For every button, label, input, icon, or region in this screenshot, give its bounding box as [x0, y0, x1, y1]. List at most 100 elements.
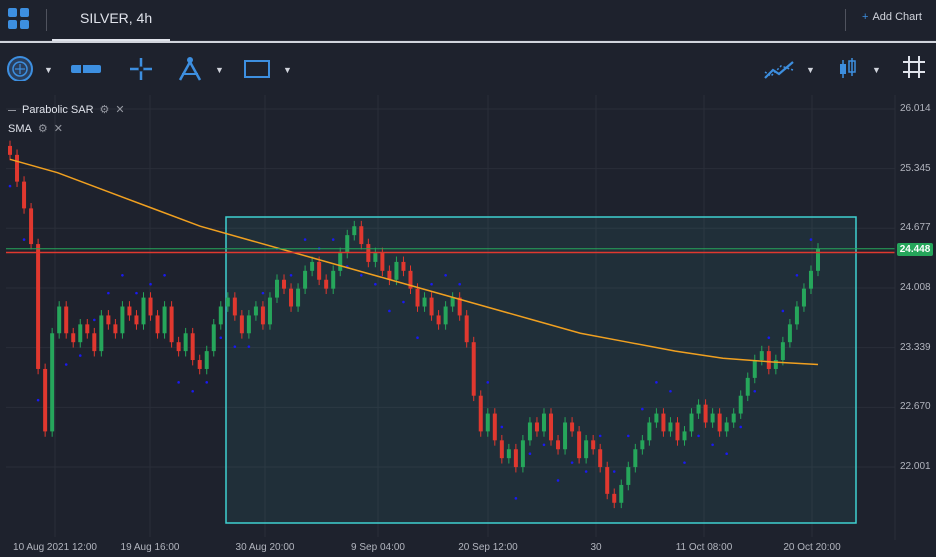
sar-dot: [149, 282, 152, 286]
chevron-down-icon[interactable]: ▼: [872, 65, 881, 75]
candle-body: [738, 395, 743, 414]
candle-body: [668, 422, 673, 432]
candle-body: [78, 324, 83, 343]
sar-dot: [8, 184, 12, 188]
sar-dot: [641, 407, 644, 411]
chevron-down-icon[interactable]: ▼: [283, 65, 292, 75]
grid-toggle-icon[interactable]: [901, 54, 927, 80]
settings-gear-icon[interactable]: ⚙: [99, 104, 110, 116]
sar-dot: [388, 309, 391, 313]
candle-body: [485, 413, 490, 432]
candle-body: [408, 270, 413, 289]
measure-ruler-icon[interactable]: [70, 56, 102, 82]
add-chart-label: Add Chart: [872, 11, 922, 23]
candle-body: [717, 413, 722, 432]
candle-body: [766, 351, 771, 369]
candle-body: [556, 440, 561, 450]
candle-body: [640, 440, 645, 450]
candle-body: [450, 297, 455, 307]
time-tick-label: 20 Oct 20:00: [783, 542, 841, 553]
divider: [46, 9, 47, 31]
candle-body: [218, 306, 223, 325]
candle-style-icon[interactable]: [838, 56, 858, 82]
candle-body: [232, 297, 237, 316]
sar-dot: [458, 282, 461, 286]
candle-body: [633, 449, 638, 468]
candle-body: [183, 333, 188, 352]
add-chart-button[interactable]: + Add Chart: [862, 11, 922, 23]
candle-body: [443, 306, 448, 325]
candle-body: [267, 297, 272, 325]
candle-body: [808, 270, 813, 289]
layout-grid-icon[interactable]: [8, 8, 30, 30]
sar-dot: [486, 381, 490, 384]
sar-dot: [669, 389, 672, 393]
rectangle-icon[interactable]: [243, 56, 271, 82]
chevron-down-icon[interactable]: ▼: [44, 65, 53, 75]
sar-dot: [163, 273, 166, 277]
candle-body: [99, 315, 104, 352]
candle-body: [113, 324, 118, 334]
legend-parabolic-sar[interactable]: Parabolic SAR ⚙ ✕: [8, 103, 125, 116]
close-icon[interactable]: ✕: [115, 104, 125, 116]
sar-dot: [430, 282, 433, 286]
candle-body: [394, 261, 399, 280]
price-tick-label: 22.001: [900, 461, 931, 472]
candle-body: [429, 297, 434, 316]
candle-body: [591, 440, 596, 450]
sar-dot: [570, 461, 574, 464]
fibonacci-compass-icon[interactable]: [176, 56, 204, 82]
candle-body: [162, 306, 167, 334]
chart-grid: [6, 95, 895, 537]
chevron-down-icon[interactable]: ▼: [215, 65, 224, 75]
sar-dot: [612, 470, 616, 473]
candle-body: [57, 306, 62, 334]
sar-dot: [795, 273, 799, 277]
close-icon[interactable]: ✕: [53, 123, 63, 135]
candle-body: [345, 235, 350, 253]
sar-dot: [261, 291, 265, 295]
candle-body: [541, 413, 546, 432]
sar-dot: [107, 291, 110, 295]
candle-body: [675, 422, 680, 441]
sar-dot: [374, 282, 377, 286]
candle-body: [155, 315, 160, 334]
candle-body: [43, 368, 48, 432]
sma-line: [9, 158, 819, 366]
candle-body: [520, 440, 525, 468]
candle-body: [605, 467, 610, 494]
tab-separator: [0, 41, 936, 43]
chevron-down-icon[interactable]: ▼: [806, 65, 815, 75]
sar-dot: [528, 452, 532, 456]
candle-body: [577, 431, 582, 459]
indicators-icon[interactable]: [763, 56, 797, 82]
sar-dot: [219, 336, 223, 340]
candle-body: [513, 449, 518, 468]
candle-body: [626, 467, 631, 485]
price-tick-label: 23.339: [900, 341, 931, 353]
sar-dot: [22, 238, 26, 241]
settings-gear-icon[interactable]: ⚙: [37, 123, 48, 135]
legend-parabolic-sar-label: Parabolic SAR: [22, 104, 94, 116]
candle-body: [253, 306, 258, 316]
candle-body: [92, 333, 97, 352]
candle-body: [85, 324, 90, 334]
sar-dot: [626, 434, 630, 438]
symbol-tab-title[interactable]: SILVER, 4h: [80, 10, 153, 26]
sar-dot: [500, 425, 504, 429]
plus-icon: +: [862, 11, 869, 23]
drawn-rectangle[interactable]: [225, 216, 857, 524]
price-tick-label: 24.677: [900, 222, 931, 234]
candle-body: [570, 422, 575, 432]
sar-dot: [809, 238, 813, 241]
cursor-crosshair-icon[interactable]: [6, 55, 34, 81]
crosshair-icon[interactable]: [128, 56, 154, 82]
candle-body: [120, 306, 125, 334]
active-tab-indicator: [52, 39, 170, 41]
candle-body: [816, 248, 820, 271]
sar-dot: [444, 273, 447, 277]
legend-sma[interactable]: SMA ⚙ ✕: [8, 122, 63, 135]
candle-body: [134, 315, 139, 325]
candle-body: [527, 422, 532, 441]
